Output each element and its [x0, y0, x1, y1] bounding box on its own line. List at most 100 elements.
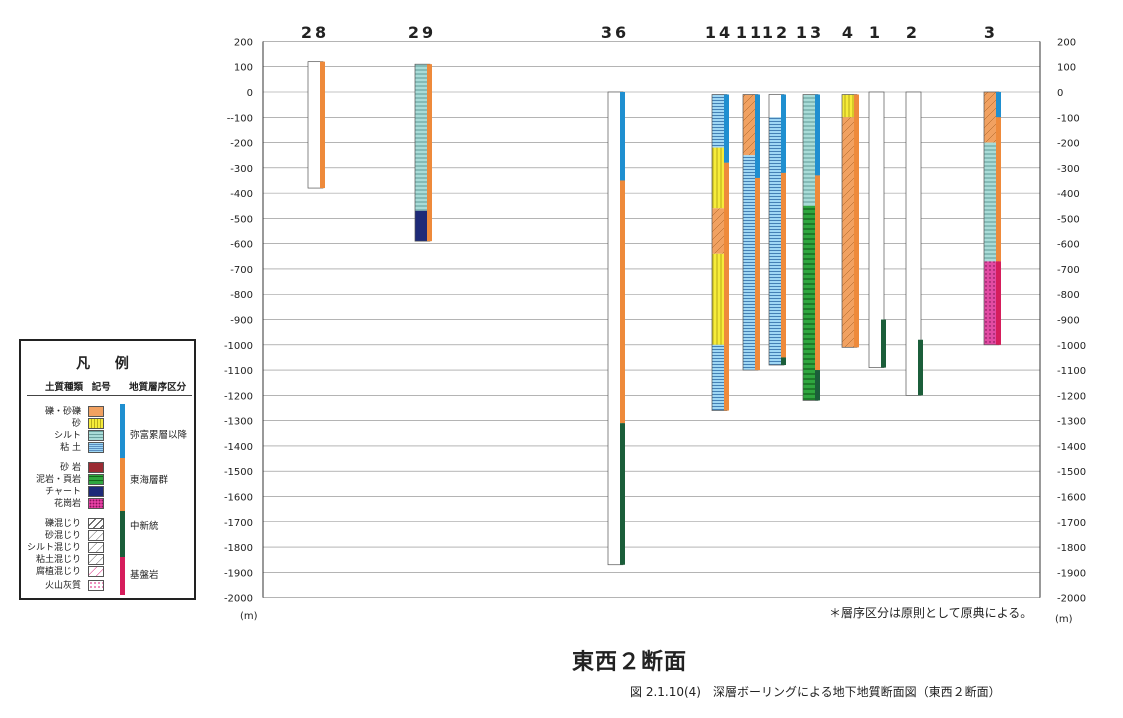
lithology-chert	[415, 210, 430, 242]
legend-header: 土質種類 記号 地質層序区分	[27, 379, 192, 396]
legend-symbol-gravel-mixed	[88, 518, 104, 529]
lithology-blank	[869, 92, 884, 368]
legend-symbol-chert	[88, 486, 104, 497]
left-tick-label: -700	[230, 265, 253, 276]
sequence-yatomi	[996, 92, 1001, 118]
right-tick-label: -1200	[1057, 391, 1086, 402]
lithology-silt	[415, 64, 430, 211]
borehole-1	[868, 91, 886, 368]
sequence-yatomi	[815, 94, 820, 176]
legend-sequence-miocene: 中新統	[130, 521, 159, 532]
lithology-granite	[984, 261, 999, 345]
left-tick-label: 200	[234, 37, 253, 48]
right-tick-label: -1100	[1057, 366, 1086, 377]
borehole-12	[768, 94, 786, 366]
sequence-miocene	[918, 339, 923, 396]
borehole-label-14: 14	[705, 23, 733, 42]
left-tick-label: 0	[247, 88, 253, 99]
right-tick-label: -500	[1057, 214, 1080, 225]
legend-soil-silt: シルト	[53, 431, 81, 441]
sequence-tokai	[781, 172, 786, 358]
legend-symbol-gravel	[88, 406, 104, 417]
right-tick-label: -700	[1057, 265, 1080, 276]
legend-sequence-bar-basement	[120, 557, 125, 595]
left-tick-label: -1100	[224, 366, 253, 377]
right-tick-label: -1600	[1057, 492, 1086, 503]
borehole-outline	[868, 91, 885, 368]
legend-soil-gravel-mixed: 礫混じり	[44, 519, 81, 529]
lithology-sand	[712, 253, 727, 345]
sequence-tokai	[815, 175, 820, 371]
legend-sequence-basement: 基盤岩	[130, 570, 159, 581]
left-tick-label: -2000	[224, 594, 253, 605]
sequence-tokai	[427, 64, 432, 242]
left-tick-label: -900	[230, 316, 253, 327]
lithology-clay	[712, 344, 727, 411]
sequence-miocene	[815, 370, 820, 401]
left-tick-label: -500	[230, 214, 253, 225]
legend-soil-chert: チャート	[45, 487, 81, 497]
left-tick-label: -200	[230, 139, 253, 150]
legend-symbol-sand-mixed	[88, 530, 104, 541]
sequence-tokai	[854, 94, 859, 348]
legend-col-sequence: 地質層序区分	[129, 382, 187, 393]
legend-soil-sand-mixed: 砂混じり	[44, 531, 81, 541]
legend-soil-clay: 粘 土	[60, 443, 81, 453]
borehole-13	[802, 94, 820, 401]
left-tick-label: 100	[234, 63, 253, 74]
sequence-yatomi	[781, 94, 786, 173]
legend-symbol-humus-mixed	[88, 566, 104, 577]
lithology-mudstone	[803, 205, 818, 401]
sequence-yatomi	[724, 94, 729, 163]
lithology-clay	[712, 94, 727, 148]
borehole-36	[607, 91, 625, 566]
right-tick-label: -1400	[1057, 442, 1086, 453]
right-tick-label: 0	[1057, 88, 1063, 99]
borehole-2	[905, 91, 923, 396]
borehole-label-13: 13	[796, 23, 824, 42]
legend-col-symbol: 記号	[91, 382, 111, 393]
right-tick-label: -900	[1057, 316, 1080, 327]
left-tick-label: -600	[230, 240, 253, 251]
borehole-columns	[307, 61, 1001, 566]
sequence-miocene	[881, 319, 886, 368]
legend-soil-sand: 砂	[71, 419, 81, 429]
right-tick-label: 200	[1057, 37, 1076, 48]
right-depth-axis: 200 100 0 -100 -200 -300 -400 -500 -600 -700 -800 -…	[1039, 37, 1086, 605]
legend-symbol-clay	[88, 442, 104, 453]
borehole-29	[414, 63, 432, 242]
legend: 凡 例 土質種類 記号 地質層序区分 礫・砂礫 砂 シルト 粘 土 砂 岩 泥岩…	[19, 339, 196, 600]
right-tick-label: -300	[1057, 164, 1080, 175]
lithology-sand	[712, 147, 727, 209]
depth-grid	[263, 41, 1040, 598]
legend-sequence-bar-tokai	[120, 458, 125, 511]
sequence-basement	[996, 261, 1001, 345]
legend-soil-clay-mixed: 粘土混じり	[35, 555, 81, 565]
legend-soil-volcanic-ash: 火山灰質	[44, 581, 81, 591]
sequence-miocene	[620, 423, 625, 565]
sequence-tokai	[620, 180, 625, 424]
right-tick-label: -600	[1057, 240, 1080, 251]
legend-sequence-yatomi: 弥富累層以降	[130, 430, 188, 441]
right-tick-label: -1500	[1057, 467, 1086, 478]
left-tick-label: -300	[230, 164, 253, 175]
right-tick-label: -1000	[1057, 341, 1086, 352]
lithology-clay	[769, 117, 784, 366]
left-tick-label: -1400	[224, 442, 253, 453]
lithology-gravel	[984, 92, 999, 143]
legend-sequence-tokai: 東海層群	[130, 475, 169, 486]
legend-symbol-granite	[88, 498, 104, 509]
left-axis-unit: (m)	[240, 611, 258, 622]
right-tick-label: -200	[1057, 139, 1080, 150]
sequence-yatomi	[755, 94, 760, 178]
right-tick-label: -100	[1057, 113, 1080, 124]
legend-soil-silt-mixed: シルト混じり	[26, 543, 81, 553]
legend-soil-granite: 花崗岩	[53, 499, 81, 509]
lithology-silt	[803, 94, 818, 206]
borehole-label-12: 12	[762, 23, 790, 42]
legend-sequence-bar-yatomi	[120, 404, 125, 458]
lithology-sand	[842, 94, 857, 118]
right-tick-label: -1800	[1057, 543, 1086, 554]
left-tick-label: -1200	[224, 391, 253, 402]
